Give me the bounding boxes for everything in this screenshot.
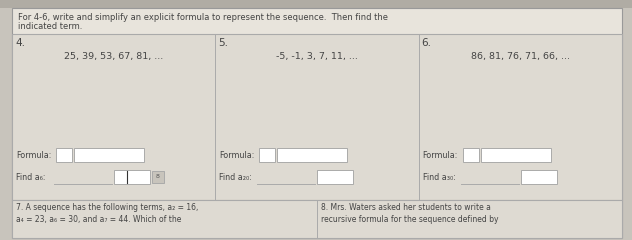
FancyBboxPatch shape (463, 148, 478, 162)
Text: 7. A sequence has the following terms, a₂ = 16,
a₄ = 23, a₆ = 30, and a₇ = 44. W: 7. A sequence has the following terms, a… (16, 203, 198, 224)
Text: 5.: 5. (218, 38, 228, 48)
FancyBboxPatch shape (521, 170, 557, 184)
Text: -5, -1, 3, 7, 11, ...: -5, -1, 3, 7, 11, ... (276, 52, 358, 61)
Text: 6.: 6. (422, 38, 432, 48)
Text: indicated term.: indicated term. (18, 22, 82, 31)
FancyBboxPatch shape (12, 34, 622, 200)
FancyBboxPatch shape (74, 148, 144, 162)
Text: 86, 81, 76, 71, 66, ...: 86, 81, 76, 71, 66, ... (471, 52, 570, 61)
Text: For 4-6, write and simplify an explicit formula to represent the sequence.  Then: For 4-6, write and simplify an explicit … (18, 13, 388, 22)
FancyBboxPatch shape (277, 148, 348, 162)
Text: 25, 39, 53, 67, 81, ...: 25, 39, 53, 67, 81, ... (64, 52, 163, 61)
FancyBboxPatch shape (259, 148, 276, 162)
Text: 4.: 4. (15, 38, 25, 48)
Text: 8: 8 (156, 174, 160, 180)
FancyBboxPatch shape (152, 171, 164, 183)
Text: 8. Mrs. Waters asked her students to write a
recursive formula for the sequence : 8. Mrs. Waters asked her students to wri… (321, 203, 499, 224)
FancyBboxPatch shape (317, 170, 353, 184)
Text: Formula:: Formula: (219, 150, 255, 160)
FancyBboxPatch shape (114, 170, 150, 184)
Text: Find a₃₀:: Find a₃₀: (423, 173, 456, 181)
Text: Find a₂₀:: Find a₂₀: (219, 173, 252, 181)
FancyBboxPatch shape (12, 8, 622, 238)
Text: Formula:: Formula: (16, 150, 51, 160)
Text: Formula:: Formula: (423, 150, 458, 160)
FancyBboxPatch shape (0, 0, 632, 8)
FancyBboxPatch shape (56, 148, 72, 162)
FancyBboxPatch shape (481, 148, 550, 162)
FancyBboxPatch shape (12, 200, 622, 238)
Text: Find a₆:: Find a₆: (16, 173, 46, 181)
